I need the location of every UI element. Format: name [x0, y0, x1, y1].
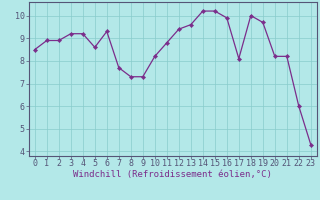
X-axis label: Windchill (Refroidissement éolien,°C): Windchill (Refroidissement éolien,°C) [73, 170, 272, 179]
